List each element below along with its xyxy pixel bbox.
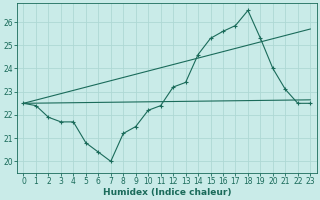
X-axis label: Humidex (Indice chaleur): Humidex (Indice chaleur) <box>103 188 231 197</box>
